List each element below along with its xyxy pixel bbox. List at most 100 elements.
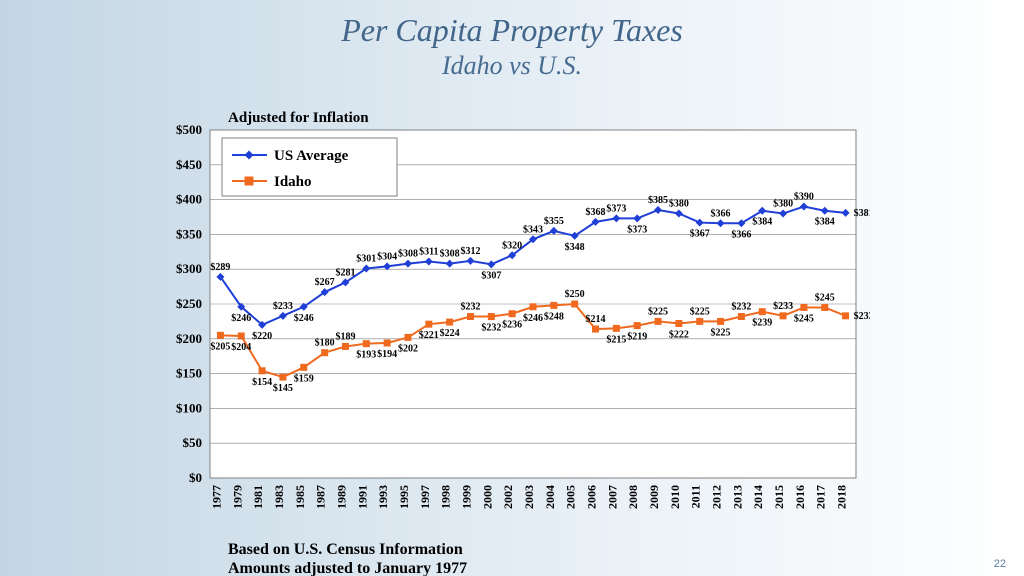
- svg-text:$385: $385: [648, 195, 668, 206]
- svg-text:$380: $380: [773, 199, 793, 210]
- source-footer: Based on U.S. Census Information Amounts…: [228, 540, 467, 576]
- svg-text:$373: $373: [627, 224, 647, 235]
- svg-text:$384: $384: [815, 217, 835, 228]
- svg-text:2000: 2000: [480, 485, 494, 509]
- svg-text:$367: $367: [690, 229, 710, 240]
- svg-text:$289: $289: [210, 262, 230, 273]
- svg-text:$450: $450: [176, 157, 202, 172]
- svg-text:1989: 1989: [334, 485, 348, 509]
- svg-text:1983: 1983: [272, 485, 286, 509]
- svg-text:$225: $225: [648, 306, 668, 317]
- footer-line-1: Based on U.S. Census Information: [228, 540, 467, 559]
- svg-text:$205: $205: [210, 341, 230, 352]
- svg-text:$248: $248: [544, 311, 564, 322]
- svg-text:$150: $150: [176, 366, 202, 381]
- svg-text:$245: $245: [815, 292, 835, 303]
- svg-text:$224: $224: [440, 328, 460, 339]
- svg-text:$308: $308: [440, 249, 460, 260]
- svg-text:$246: $246: [231, 313, 251, 324]
- svg-text:2002: 2002: [501, 485, 515, 509]
- svg-text:$300: $300: [176, 261, 202, 276]
- svg-text:$221: $221: [419, 330, 439, 341]
- svg-text:$180: $180: [315, 338, 335, 349]
- svg-text:$308: $308: [398, 249, 418, 260]
- page-number: 22: [994, 558, 1006, 570]
- svg-text:$100: $100: [176, 400, 202, 415]
- svg-text:$366: $366: [711, 208, 731, 219]
- svg-text:$236: $236: [502, 320, 522, 331]
- svg-text:$381: $381: [854, 208, 870, 219]
- chart-svg: $0$50$100$150$200$250$300$350$400$450$50…: [150, 120, 870, 510]
- svg-text:$193: $193: [356, 350, 376, 361]
- svg-text:$355: $355: [544, 216, 564, 227]
- svg-text:$311: $311: [419, 247, 438, 258]
- footer-line-2: Amounts adjusted to January 1977: [228, 559, 467, 576]
- svg-text:$246: $246: [523, 313, 543, 324]
- svg-text:2008: 2008: [626, 485, 640, 509]
- svg-text:$232: $232: [460, 302, 480, 313]
- svg-text:$301: $301: [356, 254, 376, 265]
- svg-text:$225: $225: [711, 327, 731, 338]
- svg-text:$189: $189: [335, 331, 355, 342]
- svg-text:$343: $343: [523, 224, 543, 235]
- svg-text:2014: 2014: [751, 485, 765, 509]
- svg-text:2004: 2004: [543, 485, 557, 509]
- svg-text:$366: $366: [731, 229, 751, 240]
- svg-text:$250: $250: [176, 296, 202, 311]
- svg-text:1993: 1993: [376, 485, 390, 509]
- svg-text:1997: 1997: [418, 485, 432, 509]
- svg-text:$232: $232: [481, 323, 501, 334]
- svg-text:1981: 1981: [251, 485, 265, 509]
- svg-text:$145: $145: [273, 383, 293, 394]
- chart-subtitle: Idaho vs U.S.: [0, 51, 1024, 81]
- chart-title: Per Capita Property Taxes: [0, 12, 1024, 49]
- svg-text:$204: $204: [231, 342, 251, 353]
- svg-text:$0: $0: [189, 470, 202, 485]
- svg-text:2015: 2015: [772, 485, 786, 509]
- svg-text:2016: 2016: [793, 485, 807, 509]
- svg-text:$220: $220: [252, 331, 272, 342]
- svg-text:$214: $214: [586, 314, 606, 325]
- svg-text:1998: 1998: [439, 485, 453, 509]
- svg-text:2012: 2012: [710, 485, 724, 509]
- svg-text:2013: 2013: [730, 485, 744, 509]
- svg-text:$267: $267: [315, 277, 335, 288]
- svg-text:$250: $250: [565, 289, 585, 300]
- svg-text:$373: $373: [606, 203, 626, 214]
- svg-text:1995: 1995: [397, 485, 411, 509]
- svg-text:$320: $320: [502, 240, 522, 251]
- svg-text:$390: $390: [794, 192, 814, 203]
- svg-text:$222: $222: [669, 329, 689, 340]
- svg-text:US Average: US Average: [274, 148, 349, 164]
- svg-text:$154: $154: [252, 377, 272, 388]
- svg-text:2003: 2003: [522, 485, 536, 509]
- svg-text:2009: 2009: [647, 485, 661, 509]
- svg-text:$348: $348: [565, 242, 585, 253]
- svg-text:$194: $194: [377, 349, 397, 360]
- svg-text:$245: $245: [794, 313, 814, 324]
- svg-text:$215: $215: [606, 334, 626, 345]
- svg-text:$232: $232: [731, 302, 751, 313]
- svg-text:2017: 2017: [814, 485, 828, 509]
- svg-text:$159: $159: [294, 373, 314, 384]
- svg-text:$400: $400: [176, 192, 202, 207]
- svg-text:$50: $50: [183, 435, 203, 450]
- svg-text:Idaho: Idaho: [274, 174, 312, 190]
- svg-text:$304: $304: [377, 251, 397, 262]
- line-chart: $0$50$100$150$200$250$300$350$400$450$50…: [150, 120, 870, 515]
- svg-text:1979: 1979: [230, 485, 244, 509]
- svg-text:$384: $384: [752, 217, 772, 228]
- svg-text:2010: 2010: [668, 485, 682, 509]
- svg-text:1987: 1987: [314, 485, 328, 509]
- svg-text:1991: 1991: [355, 485, 369, 509]
- svg-text:$219: $219: [627, 332, 647, 343]
- svg-text:$239: $239: [752, 318, 772, 329]
- svg-text:$233: $233: [773, 301, 793, 312]
- svg-text:1999: 1999: [459, 485, 473, 509]
- svg-text:$200: $200: [176, 331, 202, 346]
- svg-text:1977: 1977: [209, 485, 223, 509]
- svg-text:2005: 2005: [564, 485, 578, 509]
- svg-text:$225: $225: [690, 306, 710, 317]
- svg-text:2007: 2007: [605, 485, 619, 509]
- svg-text:$312: $312: [460, 246, 480, 257]
